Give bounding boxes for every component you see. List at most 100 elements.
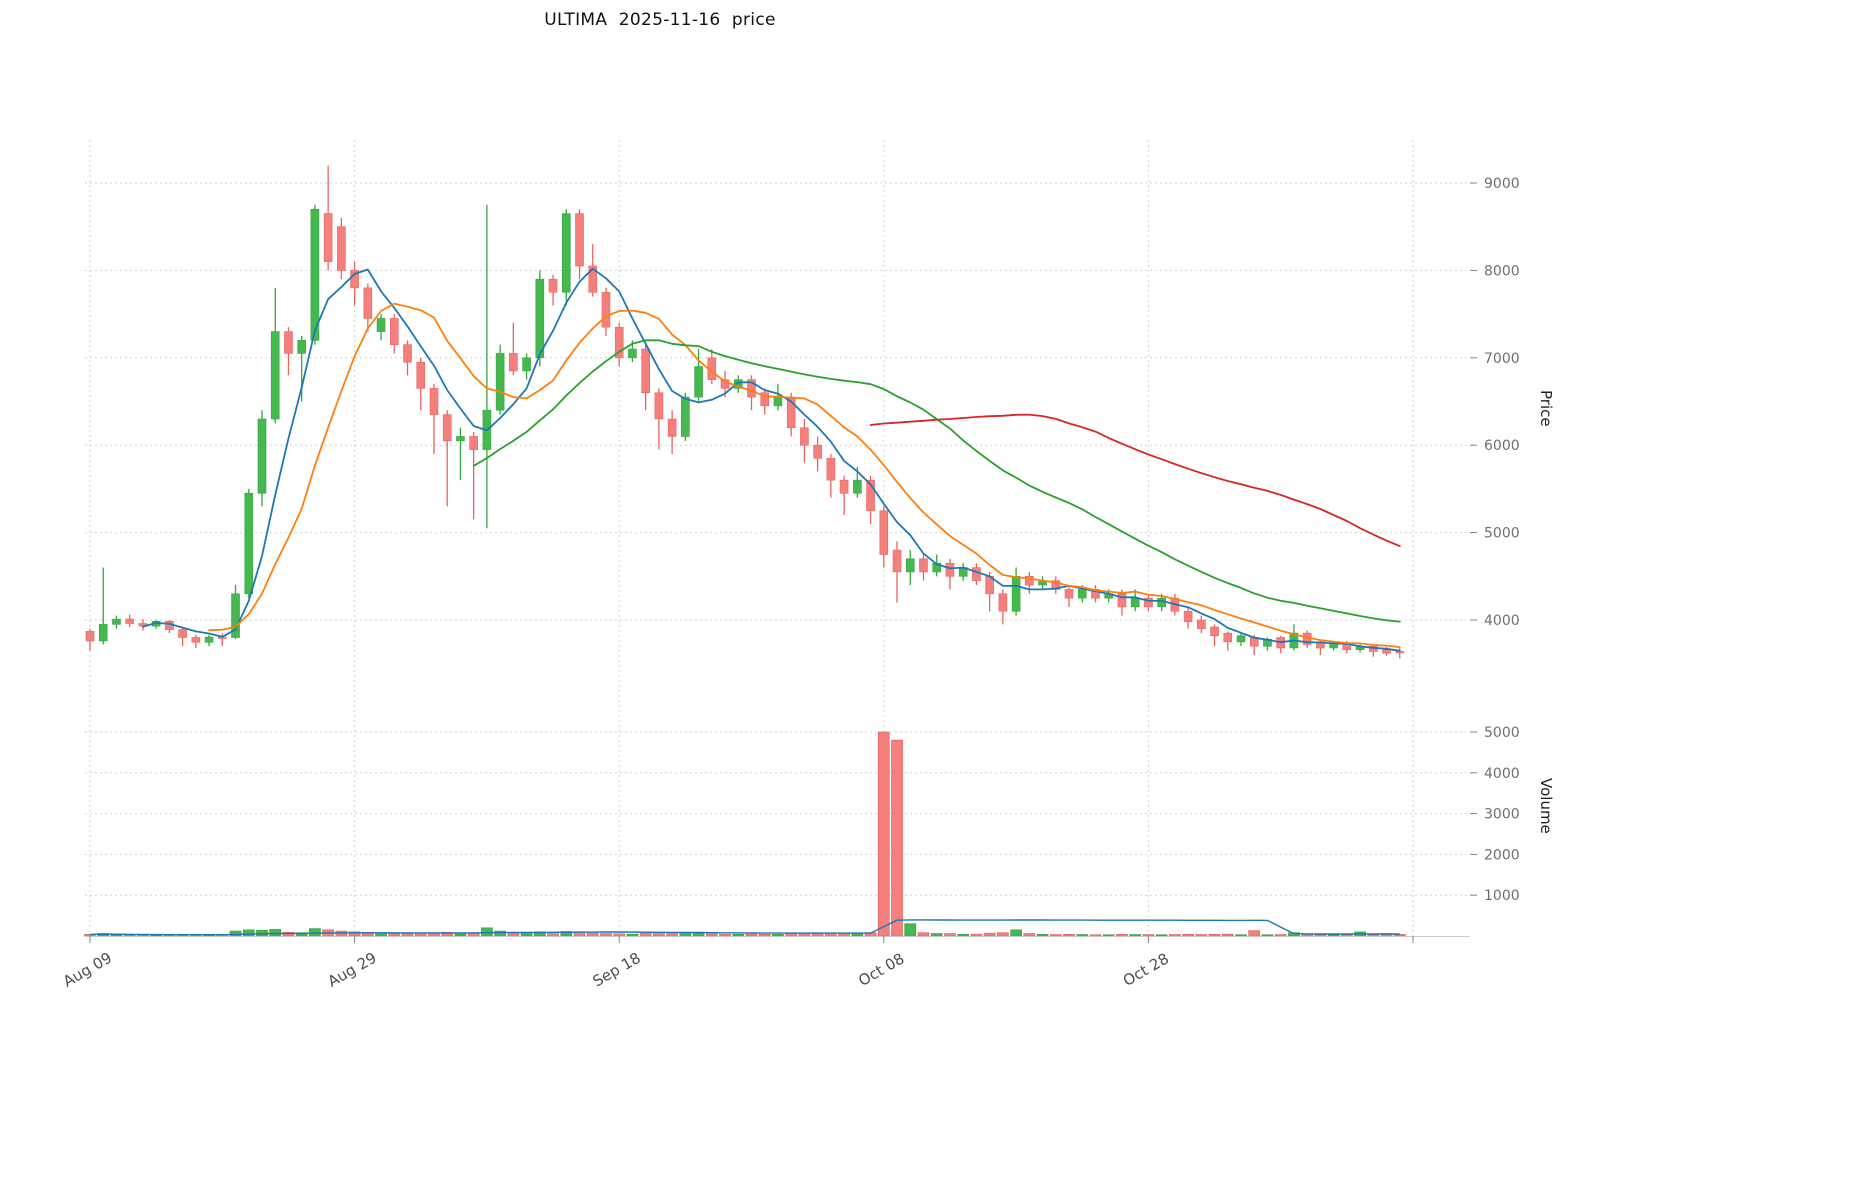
- candle-body: [614, 326, 624, 359]
- volume-bar: [1155, 934, 1168, 937]
- date-tick-label: Sep 18: [590, 949, 644, 991]
- candle-body: [601, 291, 611, 328]
- candle-body: [112, 618, 121, 625]
- volume-bar: [229, 930, 242, 937]
- volume-bar: [957, 934, 970, 937]
- candle-body: [548, 278, 558, 293]
- candle-body: [1395, 651, 1405, 654]
- candle-body: [945, 562, 955, 577]
- volume-bar: [1340, 934, 1353, 937]
- date-tick-label: Aug 09: [60, 949, 115, 991]
- volume-bar: [917, 932, 930, 937]
- candle-body: [1025, 575, 1034, 586]
- volume-bar: [1235, 934, 1247, 937]
- candle-body: [1183, 610, 1193, 623]
- candle-body: [244, 492, 254, 595]
- volume-tick-label: 2000: [1484, 847, 1520, 863]
- price-axis-label: Price: [1537, 390, 1555, 427]
- candle-body: [509, 353, 518, 372]
- volume-bar: [269, 929, 282, 937]
- volume-bar: [520, 933, 533, 937]
- volume-bar: [1261, 934, 1274, 937]
- candle-body: [1236, 635, 1246, 643]
- volume-bar: [547, 933, 559, 937]
- candle-body: [376, 318, 386, 332]
- ma30-line: [472, 339, 1401, 623]
- candle-body: [297, 340, 306, 354]
- candle-body: [1223, 632, 1233, 643]
- candle-body: [694, 366, 703, 398]
- volume-bar: [639, 932, 652, 937]
- date-tick-label: Oct 08: [855, 949, 907, 989]
- volume-tick-label: 1000: [1484, 888, 1520, 904]
- volume-bar: [1367, 934, 1380, 937]
- volume-bar: [745, 933, 758, 937]
- volume-bar: [1089, 934, 1102, 937]
- candle-body: [747, 379, 756, 398]
- volume-bar: [1274, 934, 1287, 937]
- volume-bar: [983, 932, 996, 937]
- candle-body: [270, 331, 280, 420]
- volume-bar: [679, 933, 692, 937]
- price-tick-label: 5000: [1484, 526, 1520, 542]
- volume-bar: [375, 932, 387, 937]
- candles-layer: [85, 165, 1405, 659]
- volume-bars-layer: [84, 731, 1406, 937]
- volume-bar: [930, 933, 943, 937]
- candle-body: [337, 226, 346, 271]
- candle-body: [720, 379, 730, 389]
- volume-bar: [1221, 933, 1234, 937]
- volume-bar: [626, 933, 639, 937]
- candle-body: [178, 629, 187, 638]
- volume-bar: [1195, 934, 1208, 937]
- candle-body: [866, 479, 875, 512]
- candle-body: [1144, 597, 1153, 608]
- volume-bar: [573, 931, 586, 937]
- candle-body: [919, 558, 928, 573]
- candle-body: [800, 427, 809, 446]
- volume-bar: [719, 934, 731, 937]
- volume-bar: [613, 933, 626, 937]
- volume-bar: [811, 933, 824, 937]
- candle-body: [826, 458, 836, 481]
- candle-body: [1077, 589, 1087, 599]
- chart-title: ULTIMA 2025-11-16 price: [544, 10, 776, 30]
- candle-body: [403, 344, 412, 363]
- candle-body: [535, 278, 545, 359]
- volume-bar: [1248, 930, 1261, 937]
- candle-body: [839, 479, 849, 494]
- candle-body: [1197, 619, 1206, 630]
- volume-bar: [1327, 934, 1340, 937]
- volume-bar: [1142, 934, 1155, 937]
- volume-bar: [309, 928, 321, 937]
- volume-bar: [1076, 934, 1089, 937]
- candle-body: [85, 631, 95, 642]
- candle-body: [429, 388, 439, 415]
- volume-bar: [692, 932, 705, 937]
- volume-bar: [785, 933, 798, 937]
- candle-body: [350, 270, 359, 289]
- candle-body: [1382, 649, 1391, 654]
- volume-bar: [242, 929, 255, 937]
- candle-body: [495, 353, 505, 411]
- candle-body: [588, 265, 598, 293]
- volume-bar: [600, 933, 612, 937]
- volume-bar: [732, 934, 745, 937]
- candle-body: [667, 418, 677, 437]
- volume-bar: [481, 927, 493, 937]
- volume-tick-label: 5000: [1484, 725, 1520, 741]
- candle-body: [231, 593, 240, 638]
- candle-body: [469, 436, 478, 450]
- volume-bar: [401, 933, 414, 937]
- price-tick-label: 9000: [1484, 176, 1520, 192]
- volume-bar: [110, 934, 123, 937]
- volume-bar: [1208, 934, 1221, 937]
- candle-body: [733, 379, 743, 389]
- candle-body: [998, 593, 1008, 612]
- candle-body: [1051, 580, 1061, 590]
- volume-bar: [666, 933, 678, 937]
- volume-bar: [1116, 934, 1128, 937]
- candle-body: [1157, 597, 1166, 608]
- volume-bar: [877, 731, 890, 937]
